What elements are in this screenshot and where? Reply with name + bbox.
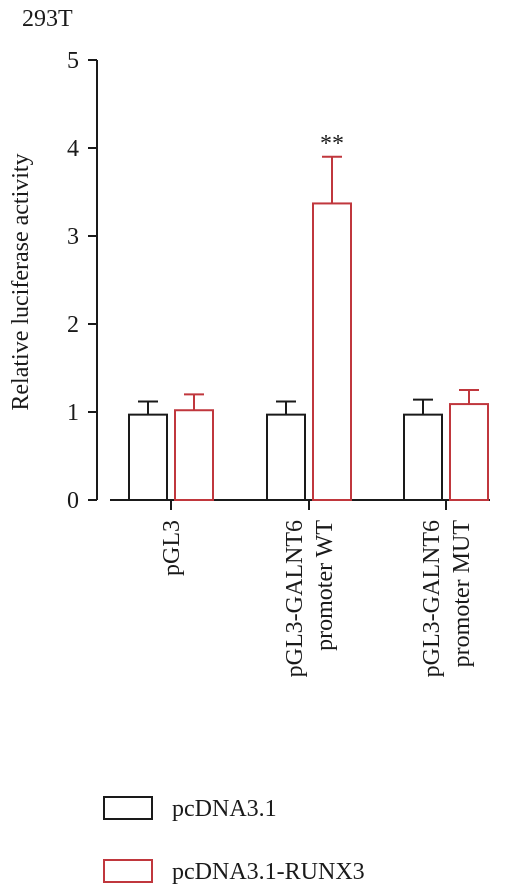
x-tick-label-line: pGL3-GALNT6 xyxy=(419,520,445,677)
y-tick-label: 5 xyxy=(67,48,79,74)
x-tick-label-line: pGL3-GALNT6 xyxy=(282,520,308,677)
y-tick-label: 4 xyxy=(67,136,79,162)
bar-pcdna31-runx3-2 xyxy=(449,403,489,501)
x-tick-label-line: pGL3 xyxy=(159,520,185,576)
legend-label: pcDNA3.1-RUNX3 xyxy=(172,859,365,885)
legend: pcDNA3.1 pcDNA3.1-RUNX3 xyxy=(103,796,365,885)
y-tick-label: 1 xyxy=(67,400,79,426)
bars xyxy=(128,155,489,502)
annotations: ** xyxy=(320,131,344,157)
legend-swatch xyxy=(103,859,153,883)
x-tick-label-line: promoter WT xyxy=(312,520,338,651)
bar-pcdna31-1 xyxy=(266,413,306,502)
legend-swatch xyxy=(103,796,153,820)
y-tick-label: 3 xyxy=(67,224,79,250)
x-axis: pGL3 pGL3-GALNT6 promoter WT pGL3-GALNT6 pro… xyxy=(110,499,490,678)
bar-pcdna31-runx3-1 xyxy=(312,202,352,501)
x-tick-label: pGL3-GALNT6 promoter MUT xyxy=(419,520,475,678)
x-tick-label: pGL3 xyxy=(159,520,185,576)
bar-pcdna31-2 xyxy=(403,413,443,502)
x-tick-label: pGL3-GALNT6 promoter WT xyxy=(282,520,338,678)
bar-pcdna31-runx3-0 xyxy=(174,409,214,501)
y-tick-label: 2 xyxy=(67,312,79,338)
x-tick-label-line: promoter MUT xyxy=(449,520,475,668)
significance-label: ** xyxy=(320,131,344,157)
chart-title: 293T xyxy=(22,6,73,32)
bar-pcdna31-0 xyxy=(128,413,168,502)
y-axis-label: Relative luciferase activity xyxy=(8,153,34,410)
legend-label: pcDNA3.1 xyxy=(172,796,277,822)
y-tick-label: 0 xyxy=(67,488,79,514)
y-axis: 0 1 2 3 4 5 xyxy=(67,48,98,514)
